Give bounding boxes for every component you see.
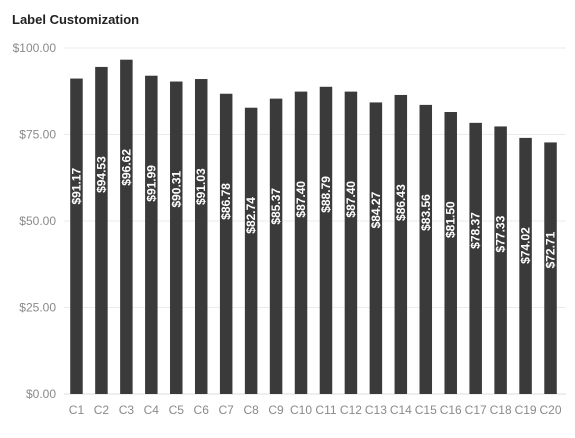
x-axis-ticks: C1 C2 C3 C4 C5 C6 C7 C8 C9 C10 C11 C12 C13 C14 C15 C16 C… [69, 403, 562, 417]
bar-c13 [369, 102, 383, 395]
bar-value-label: $87.40 [294, 181, 308, 218]
bar-c12 [344, 91, 358, 394]
bar-c3 [120, 59, 133, 395]
y-tick-label: $0.00 [26, 387, 56, 401]
x-tick-label: C6 [194, 403, 210, 417]
bar-value-label: $91.99 [144, 165, 158, 202]
x-tick-label: C11 [315, 403, 336, 417]
y-tick-label: $25.00 [19, 301, 56, 315]
bar-value-label: $91.17 [69, 168, 83, 205]
bar-c6 [194, 79, 208, 395]
bar-value-label: $91.03 [194, 168, 208, 205]
bar-value-labels: $91.17 $94.53 $96.62 $91.99 $90.31 $91.03 $86.… [69, 149, 557, 269]
bar-c18 [494, 126, 507, 394]
bar-c17 [469, 122, 482, 395]
x-tick-label: C2 [94, 403, 110, 417]
bar-value-label: $88.79 [319, 176, 333, 213]
x-tick-label: C14 [390, 403, 412, 417]
y-tick-label: $50.00 [19, 214, 56, 228]
bar-value-label: $96.62 [119, 149, 133, 186]
bar-c11 [319, 86, 333, 395]
bar-value-label: $78.37 [469, 212, 483, 249]
bar-value-label: $86.78 [219, 183, 233, 220]
bar-value-label: $72.71 [544, 231, 558, 268]
x-tick-label: C5 [169, 403, 185, 417]
x-tick-label: C18 [490, 403, 512, 417]
bar-c10 [294, 91, 308, 394]
bar-c16 [444, 112, 457, 394]
bar-value-label: $85.37 [269, 188, 283, 225]
bar-c15 [419, 104, 433, 395]
bar-c7 [219, 93, 233, 394]
x-tick-label: C17 [465, 403, 487, 417]
x-tick-label: C7 [219, 403, 235, 417]
bar-c20 [544, 142, 557, 394]
bar-value-label: $84.27 [369, 191, 383, 228]
x-tick-label: C16 [440, 403, 462, 417]
bar-c4 [145, 75, 158, 394]
bar-value-label: $81.50 [444, 201, 458, 238]
x-tick-label: C10 [290, 403, 312, 417]
y-axis-ticks: $0.00 $25.00 $50.00 $75.00 $100.00 [13, 41, 57, 401]
bar-c9 [269, 98, 283, 394]
x-tick-label: C19 [515, 403, 537, 417]
bar-value-label: $74.02 [519, 227, 533, 264]
y-tick-label: $100.00 [13, 41, 57, 55]
x-tick-label: C20 [540, 403, 562, 417]
bar-c8 [244, 107, 258, 394]
bar-value-label: $77.33 [494, 215, 508, 252]
bar-value-label: $86.43 [394, 184, 408, 221]
x-tick-label: C12 [340, 403, 362, 417]
bar-value-label: $94.53 [94, 156, 108, 193]
bar-value-label: $83.56 [419, 194, 433, 231]
bar-c19 [519, 137, 532, 394]
x-tick-label: C15 [415, 403, 437, 417]
bar-value-label: $82.74 [244, 197, 258, 234]
bar-value-label: $87.40 [344, 181, 358, 218]
x-tick-label: C8 [243, 403, 259, 417]
x-tick-label: C13 [365, 403, 387, 417]
bar-c14 [394, 94, 408, 394]
bar-c2 [95, 66, 108, 394]
bar-c5 [170, 81, 183, 394]
bars [70, 59, 557, 395]
x-tick-label: C4 [144, 403, 160, 417]
x-tick-label: C1 [69, 403, 85, 417]
bar-value-label: $90.31 [169, 170, 183, 207]
gridlines [64, 47, 566, 395]
bar-c1 [70, 78, 83, 394]
x-tick-label: C9 [268, 403, 284, 417]
x-tick-label: C3 [119, 403, 135, 417]
chart-title: Label Customization [12, 12, 140, 27]
y-tick-label: $75.00 [19, 128, 56, 142]
